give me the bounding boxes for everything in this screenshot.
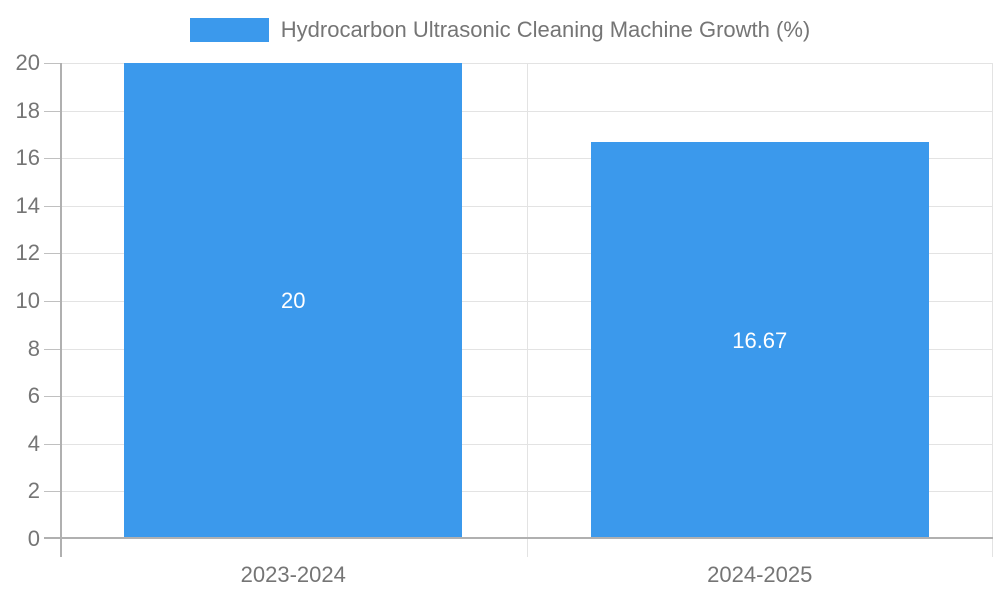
y-tick-label: 2 xyxy=(27,478,40,504)
y-tick xyxy=(44,63,60,64)
y-tick xyxy=(44,158,60,160)
y-tick xyxy=(44,443,60,445)
category-gridline xyxy=(526,63,528,557)
plot-area: 0 2 4 6 8 10 12 14 16 18 20 20 2023-2024 16.67 2024-20… xyxy=(16,50,993,587)
y-axis-line xyxy=(60,63,62,557)
legend-label: Hydrocarbon Ultrasonic Cleaning Machine … xyxy=(280,17,811,42)
y-tick-label: 6 xyxy=(27,383,40,409)
y-tick-label: 18 xyxy=(15,97,40,123)
bar-value-label: 16.67 xyxy=(732,327,788,353)
y-tick xyxy=(44,205,60,207)
category-gridline xyxy=(992,63,993,557)
y-tick-label: 0 xyxy=(27,526,40,551)
y-tick-label: 20 xyxy=(15,50,40,75)
bar xyxy=(590,142,929,539)
legend-swatch xyxy=(189,18,269,42)
y-tick xyxy=(44,491,60,493)
y-tick-label: 8 xyxy=(27,335,40,361)
legend: Hydrocarbon Ultrasonic Cleaning Machine … xyxy=(0,17,1000,43)
y-tick-label: 12 xyxy=(15,240,40,266)
y-tick-label: 16 xyxy=(15,145,40,171)
x-axis-line xyxy=(44,537,993,539)
x-tick-label: 2024-2025 xyxy=(707,562,813,587)
y-tick xyxy=(44,301,60,302)
bar-value-label: 20 xyxy=(281,288,306,313)
y-tick-label: 10 xyxy=(15,288,40,313)
y-tick-label: 4 xyxy=(27,430,40,456)
y-tick xyxy=(44,253,60,255)
bar xyxy=(124,63,463,539)
y-tick xyxy=(44,348,60,350)
y-tick xyxy=(44,396,60,398)
x-tick-label: 2023-2024 xyxy=(240,562,346,587)
y-tick xyxy=(44,110,60,112)
y-tick-label: 14 xyxy=(15,192,40,218)
